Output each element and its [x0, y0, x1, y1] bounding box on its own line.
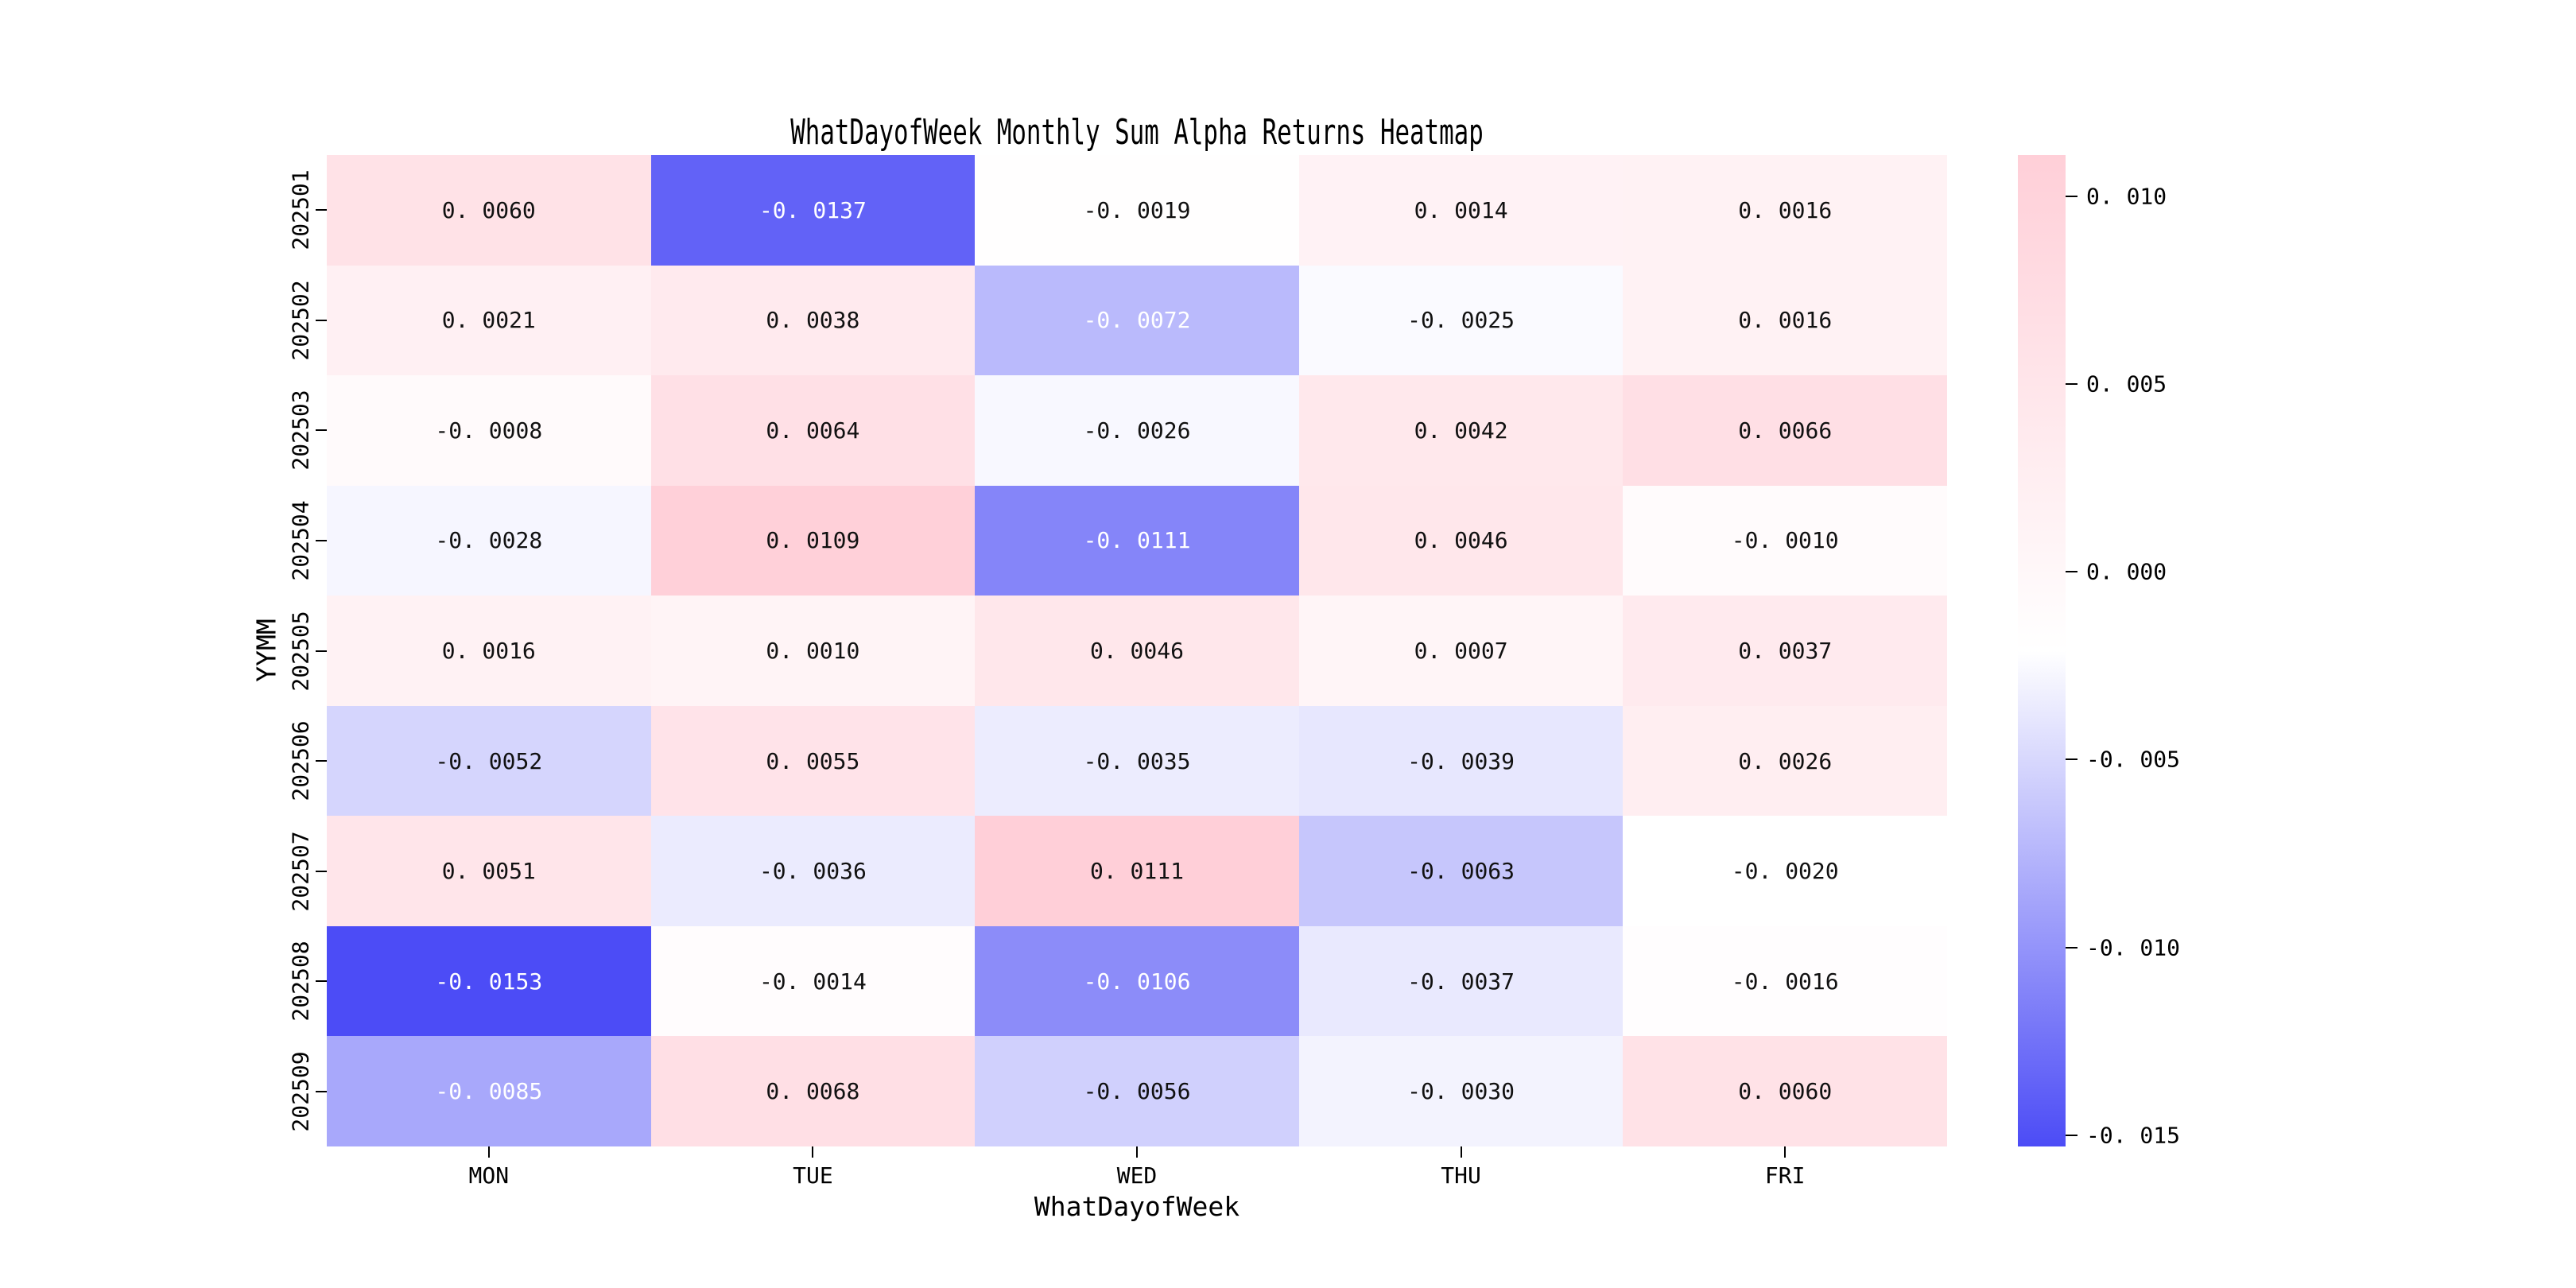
heatmap-cell: -0. 0153 — [327, 925, 651, 1037]
y-tick-label: 202505 — [287, 610, 314, 692]
y-tick-label: 202509 — [287, 1051, 314, 1132]
heatmap-cell: -0. 0137 — [650, 155, 976, 266]
x-tick-label: WED — [1116, 1162, 1158, 1189]
heatmap-cell: 0. 0064 — [650, 375, 976, 486]
colorbar-tick-label: 0. 000 — [2086, 558, 2167, 585]
colorbar-tick-mark — [2066, 946, 2077, 949]
x-tick-label: TUE — [793, 1162, 833, 1189]
heatmap-cell: -0. 0063 — [1298, 816, 1624, 926]
x-axis-tick-marks — [327, 1146, 1947, 1158]
x-tick-label: FRI — [1764, 1162, 1806, 1189]
y-axis-label: YYMM — [250, 619, 282, 682]
heatmap-cell: -0. 0028 — [327, 485, 651, 596]
x-axis-label: WhatDayofWeek — [1034, 1191, 1240, 1222]
colorbar-tick-label: 0. 010 — [2086, 183, 2167, 210]
heatmap-cell: 0. 0038 — [650, 265, 976, 376]
colorbar-gradient — [2018, 155, 2066, 1146]
y-axis-tick-marks — [316, 155, 327, 1146]
heatmap-cell: 0. 0007 — [1298, 596, 1624, 706]
heatmap-cell: 0. 0051 — [327, 816, 651, 926]
y-tick-mark — [316, 429, 327, 432]
heatmap-cell: 0. 0111 — [975, 816, 1299, 926]
heatmap-cell: -0. 0052 — [327, 705, 651, 817]
heatmap-cell: -0. 0111 — [975, 485, 1299, 596]
y-tick-label: 202501 — [287, 169, 314, 250]
colorbar-tick-mark — [2066, 571, 2077, 573]
heatmap-cell: -0. 0036 — [650, 816, 976, 926]
y-tick-label: 202503 — [287, 390, 314, 471]
chart-title: WhatDayofWeek Monthly Sum Alpha Returns … — [790, 112, 1484, 153]
colorbar-tick-label: -0. 005 — [2086, 746, 2181, 773]
y-tick-mark — [316, 209, 327, 211]
colorbar-tick-mark — [2066, 758, 2077, 761]
heatmap-cell: 0. 0060 — [1623, 1036, 1947, 1146]
y-tick-label: 202504 — [287, 500, 314, 581]
x-tick-mark — [812, 1146, 814, 1158]
heatmap-cell: -0. 0020 — [1623, 816, 1947, 926]
x-axis-tick-labels: MON TUE WED THU FRI — [327, 1162, 1947, 1194]
y-tick-mark — [316, 319, 327, 321]
heatmap-cell: -0. 0014 — [650, 925, 976, 1037]
heatmap-cell: -0. 0056 — [975, 1036, 1299, 1146]
heatmap-grid: 0. 0060 -0. 0137 -0. 0019 0. 0014 0. 0016 0. … — [327, 155, 1947, 1146]
heatmap-cell: 0. 0109 — [650, 485, 976, 596]
heatmap-cell: 0. 0046 — [1298, 485, 1624, 596]
heatmap-cell: 0. 0060 — [327, 155, 651, 266]
y-tick-mark — [316, 760, 327, 762]
heatmap-cell: 0. 0016 — [1623, 155, 1947, 266]
heatmap-cell: -0. 0026 — [975, 375, 1299, 486]
heatmap-cell: 0. 0010 — [650, 596, 976, 706]
heatmap-cell: -0. 0019 — [975, 155, 1299, 266]
y-tick-label: 202502 — [287, 280, 314, 361]
colorbar-tick-labels: 0. 010 0. 005 0. 000 -0. 005 -0. 010 -0. 015 — [2066, 155, 2240, 1149]
colorbar-tick-label: 0. 005 — [2086, 370, 2167, 398]
heatmap-cell: 0. 0055 — [650, 705, 976, 817]
heatmap-cell: 0. 0021 — [327, 265, 651, 376]
heatmap-cell: -0. 0010 — [1623, 485, 1947, 596]
y-tick-mark — [316, 980, 327, 983]
heatmap-cell: 0. 0026 — [1623, 705, 1947, 817]
heatmap-cell: 0. 0016 — [327, 596, 651, 706]
y-tick-label: 202508 — [287, 941, 314, 1022]
y-tick-mark — [316, 1090, 327, 1092]
heatmap-cell: 0. 0068 — [650, 1036, 976, 1146]
heatmap-cell: -0. 0072 — [975, 265, 1299, 376]
colorbar-tick-label: -0. 015 — [2086, 1122, 2181, 1149]
colorbar-tick-label: -0. 010 — [2086, 934, 2181, 961]
heatmap-cell: -0. 0035 — [975, 705, 1299, 817]
y-tick-mark — [316, 650, 327, 652]
heatmap-cell: -0. 0106 — [975, 925, 1299, 1037]
colorbar-tick-mark — [2066, 195, 2077, 197]
heatmap-cell: -0. 0016 — [1623, 925, 1947, 1037]
heatmap-cell: 0. 0016 — [1623, 265, 1947, 376]
heatmap-cell: -0. 0085 — [327, 1036, 651, 1146]
heatmap-cell: 0. 0066 — [1623, 375, 1947, 486]
colorbar-tick-mark — [2066, 1134, 2077, 1136]
y-tick-label: 202506 — [287, 720, 314, 801]
y-tick-mark — [316, 539, 327, 541]
heatmap-cell: 0. 0014 — [1298, 155, 1624, 266]
x-tick-mark — [1460, 1146, 1462, 1158]
heatmap-cell: -0. 0039 — [1298, 705, 1624, 817]
x-tick-mark — [1784, 1146, 1787, 1158]
y-tick-mark — [316, 870, 327, 872]
x-tick-mark — [487, 1146, 490, 1158]
colorbar-tick-mark — [2066, 383, 2077, 386]
heatmap-cell: 0. 0037 — [1623, 596, 1947, 706]
x-tick-label: THU — [1441, 1162, 1481, 1189]
heatmap-cell: -0. 0025 — [1298, 265, 1624, 376]
heatmap-cell: 0. 0042 — [1298, 375, 1624, 486]
x-tick-label: MON — [468, 1162, 510, 1189]
x-tick-mark — [1136, 1146, 1138, 1158]
y-tick-label: 202507 — [287, 831, 314, 912]
heatmap-cell: -0. 0008 — [327, 375, 651, 486]
heatmap-cell: 0. 0046 — [975, 596, 1299, 706]
heatmap-cell: -0. 0030 — [1298, 1036, 1624, 1146]
heatmap-cell: -0. 0037 — [1298, 925, 1624, 1037]
